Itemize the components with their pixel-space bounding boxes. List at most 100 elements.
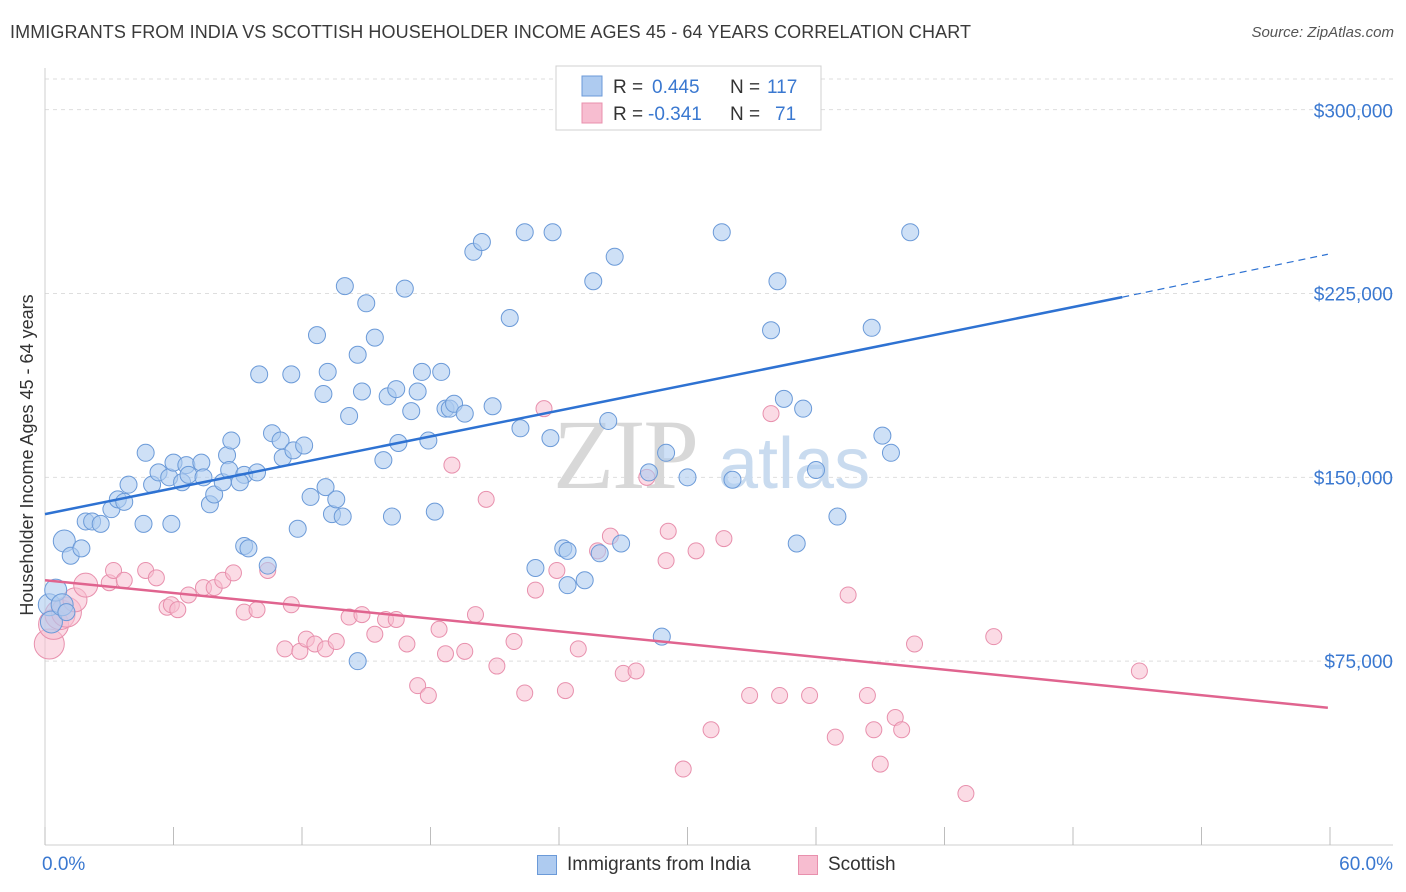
india-point [828, 507, 847, 526]
scottish-point [419, 686, 437, 704]
india-point [584, 272, 603, 291]
grid-lines [45, 78, 1395, 662]
india-point [768, 272, 787, 291]
scottish-point [505, 633, 523, 651]
x-tick-label: 0.0% [42, 854, 85, 875]
legend-r-label-india: R = [613, 77, 643, 98]
india-points [37, 223, 920, 671]
scottish-point [436, 645, 454, 663]
india-point [192, 453, 211, 472]
axes [44, 68, 1393, 846]
india-point [72, 539, 91, 558]
scottish-point [906, 635, 924, 653]
scottish-point [147, 569, 165, 587]
scottish-point [871, 755, 889, 773]
scottish-point [353, 606, 371, 624]
scottish-point [771, 686, 789, 704]
india-point [723, 470, 742, 489]
india-point [134, 514, 153, 533]
india-point [901, 223, 920, 242]
y-tick-label: $75,000 [1324, 652, 1393, 673]
india-point [612, 534, 631, 553]
india-point [807, 460, 825, 479]
scottish-point [409, 677, 427, 695]
india-point [794, 399, 813, 418]
legend-label-scottish: Scottish [828, 854, 896, 875]
india-point [455, 404, 474, 423]
india-point [639, 463, 658, 482]
scottish-point [839, 586, 857, 604]
india-point [57, 603, 76, 622]
scottish-point [826, 728, 844, 746]
scottish-point [276, 640, 294, 658]
scottish-point [466, 606, 484, 624]
india-point [340, 407, 359, 426]
india-point [119, 475, 138, 494]
india-point [318, 362, 337, 381]
watermark-zip: ZIP [553, 399, 697, 510]
india-point [541, 429, 560, 448]
india-point [307, 326, 326, 345]
india-point [395, 279, 414, 298]
india-point [408, 382, 427, 401]
india-point [483, 397, 502, 416]
india-point [352, 382, 371, 401]
india-point [657, 443, 676, 462]
india-point [774, 389, 793, 408]
india-point [205, 485, 224, 504]
india-point [39, 610, 63, 634]
scottish-point [516, 684, 534, 702]
legend-n-value-scottish: 71 [775, 104, 796, 125]
india-point [862, 318, 881, 337]
scottish-point [957, 785, 975, 803]
zipatlas-watermark: ZIP atlas [553, 399, 870, 510]
india-point [327, 490, 346, 509]
scottish-point [657, 552, 675, 570]
india-point [333, 507, 352, 526]
scottish-point [443, 456, 461, 474]
scottish-point [169, 601, 187, 619]
legend-r-value-india: 0.445 [652, 77, 700, 98]
legend-label-india: Immigrants from India [567, 854, 751, 875]
india-point [288, 519, 307, 538]
scottish-point [548, 561, 566, 579]
legend-swatch-scottish-bottom [798, 855, 818, 875]
india-point [258, 556, 277, 575]
legend-n-label-india: N = [730, 77, 760, 98]
india-point [526, 559, 545, 578]
y-tick-label: $225,000 [1314, 284, 1393, 305]
scottish-point [115, 571, 133, 589]
india-trend-extension [1122, 253, 1328, 298]
legend-n-value-india: 117 [767, 77, 797, 98]
india-point [239, 539, 258, 558]
scottish-point [687, 542, 705, 560]
india-point [335, 277, 354, 296]
legend-swatch-scottish [581, 102, 603, 124]
scottish-point [477, 490, 495, 508]
scottish-point [762, 405, 780, 423]
source-credit: Source: ZipAtlas.com [1251, 24, 1394, 41]
scottish-point [674, 760, 692, 778]
scottish-point [556, 682, 574, 700]
india-point [472, 233, 491, 252]
legend-r-value-scottish: -0.341 [648, 104, 702, 125]
india-point [314, 384, 333, 403]
scottish-point [569, 640, 587, 658]
india-point [787, 534, 806, 553]
india-point [250, 365, 269, 384]
india-point [387, 380, 406, 399]
india-point [558, 541, 577, 560]
india-point [179, 465, 198, 484]
watermark-atlas: atlas [718, 424, 870, 504]
scottish-point [456, 642, 474, 660]
india-point [301, 487, 320, 506]
india-point [316, 478, 335, 497]
scottish-point [105, 561, 123, 579]
india-point [348, 345, 367, 364]
india-point [91, 514, 110, 533]
legend-item-india: Immigrants from India [537, 851, 751, 879]
y-tick-label: $300,000 [1314, 102, 1393, 123]
india-point [515, 223, 534, 242]
legend-n-label-scottish: N = [730, 104, 760, 125]
scottish-point [985, 628, 1003, 646]
